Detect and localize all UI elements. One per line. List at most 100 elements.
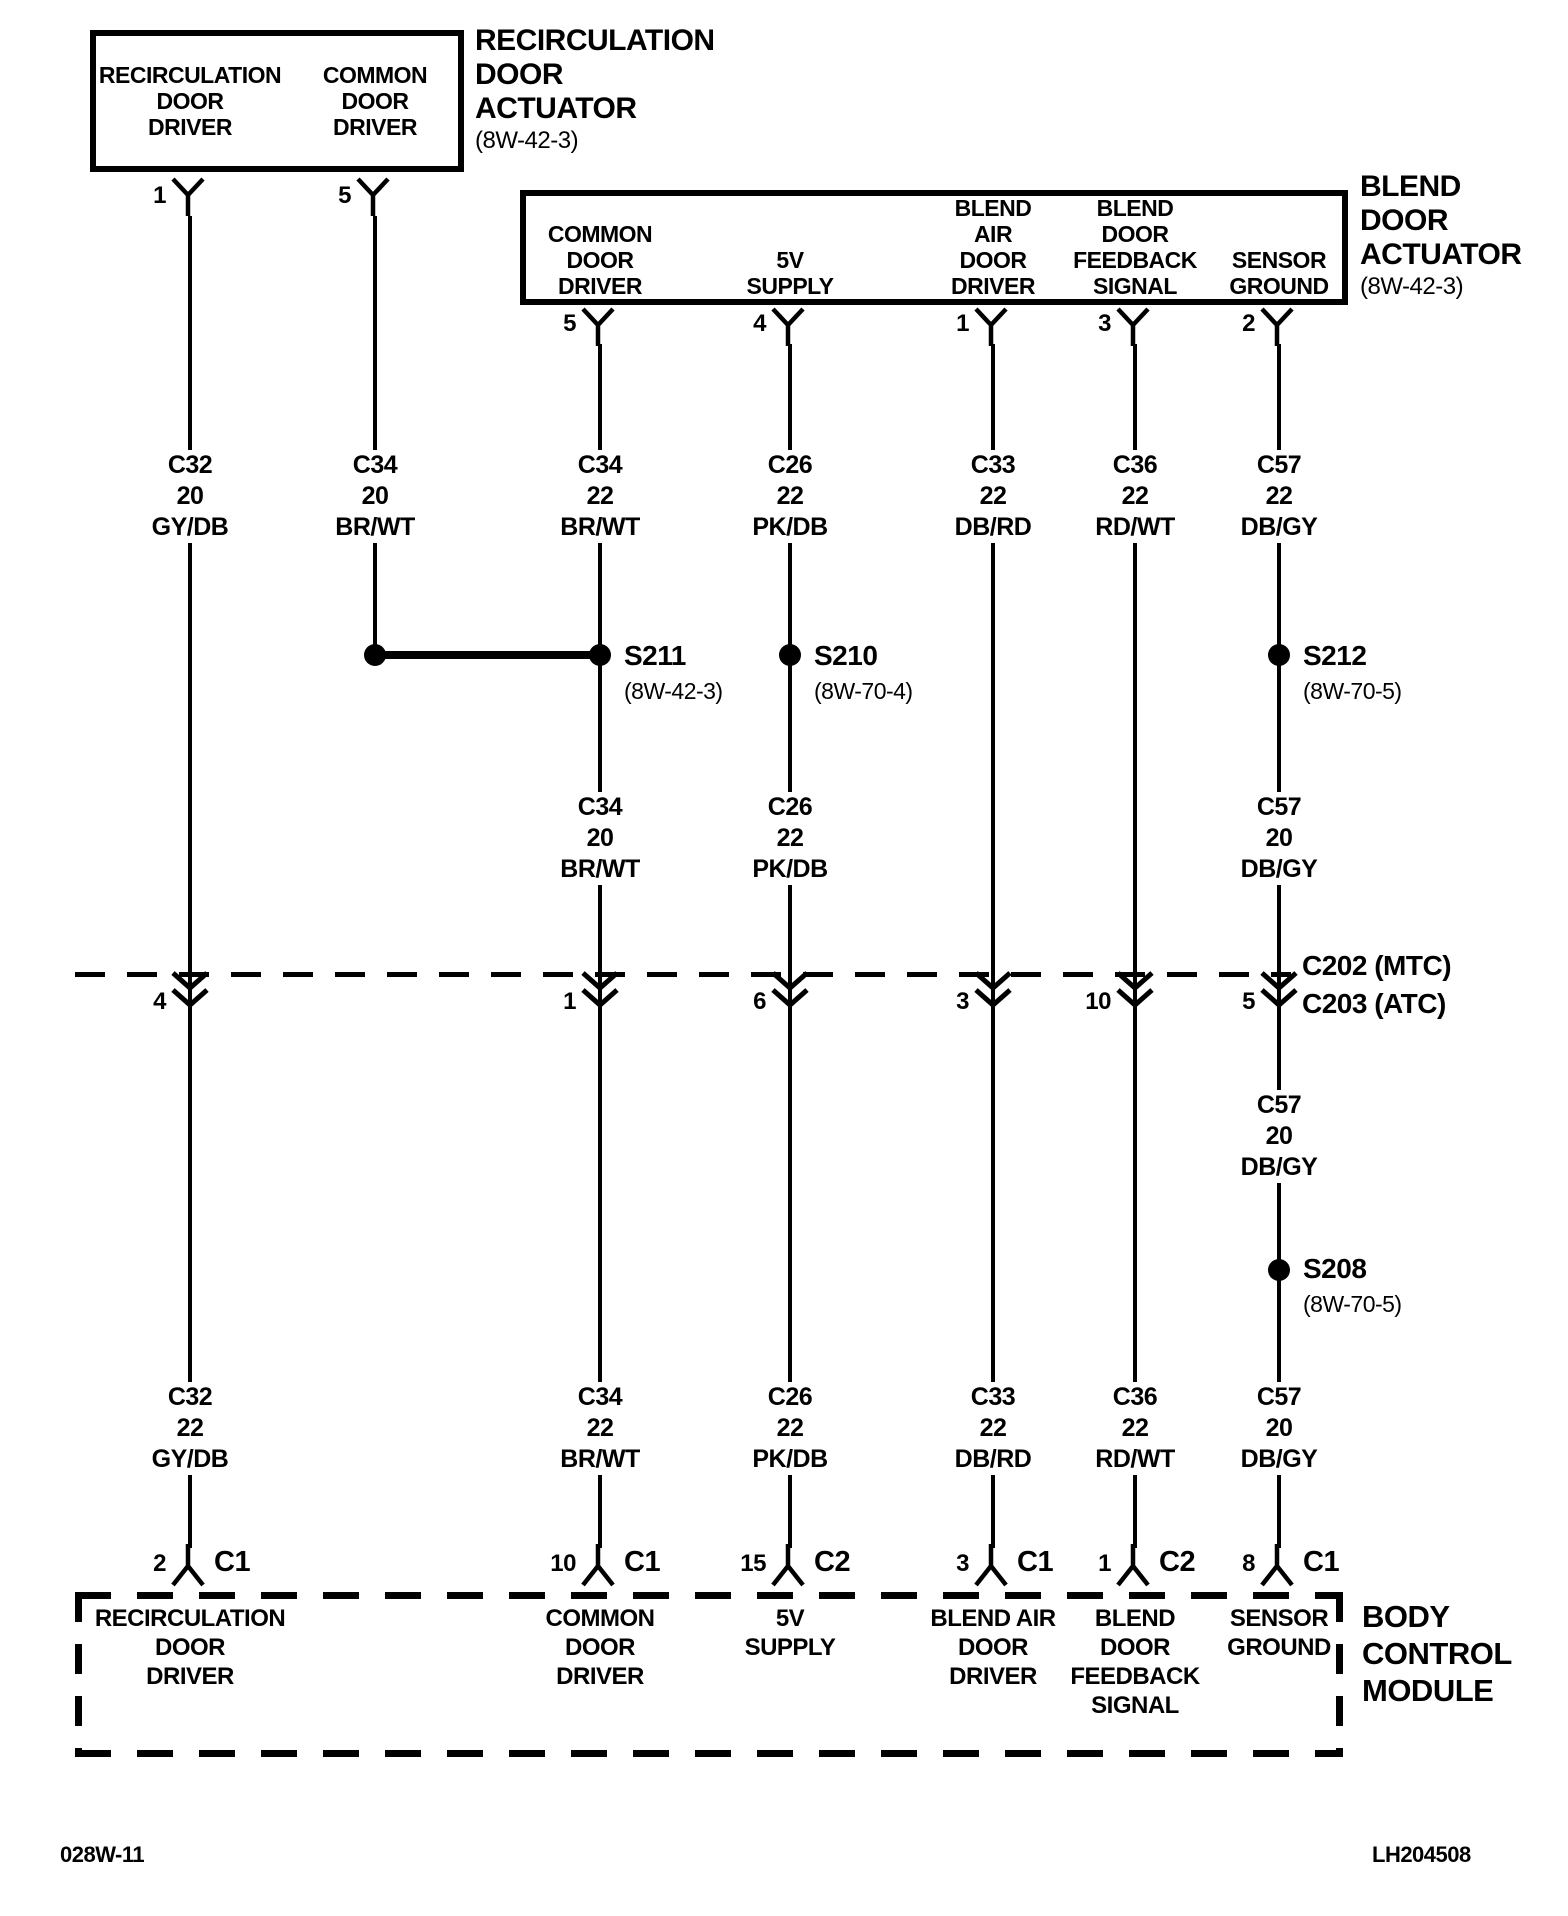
bcm-pin-1-number: 1: [1098, 1550, 1111, 1577]
bcm-pin-label-sensor-ground: SENSOR GROUND: [1227, 1605, 1331, 1661]
c202-pin-10: 10: [1085, 988, 1111, 1015]
splice-dot-s211-left: [364, 644, 386, 666]
blend-pin-label-sensor-ground: SENSOR GROUND: [1229, 247, 1329, 299]
wire-label-c57-lower: C57 20 DB/GY: [1230, 1090, 1328, 1183]
wire-label-c34-mid: C34 20 BR/WT: [550, 792, 650, 885]
bcm-conn-c2-feedback: C2: [1159, 1546, 1196, 1578]
inline-connector-icon: [1260, 971, 1298, 1009]
bcm-conn-c2-5v: C2: [814, 1546, 851, 1578]
wire-label-c33-top: C33 22 DB/RD: [944, 450, 1042, 543]
pin-terminal-icon: [771, 1544, 805, 1587]
bcm-conn-c1-blend-air: C1: [1017, 1546, 1054, 1578]
pin-terminal-icon: [1260, 307, 1294, 346]
wire-label-c34-left-top: C34 20 BR/WT: [325, 450, 425, 543]
bcm-pin-10-number: 10: [550, 1550, 576, 1577]
wire-label-c26-bottom: C26 22 PK/DB: [742, 1382, 838, 1475]
bcm-conn-c1-sensor-ground: C1: [1303, 1546, 1340, 1578]
footer-sheet-number: 028W-11: [60, 1842, 145, 1867]
blend-pin-label-blend-air-door-driver: BLEND AIR DOOR DRIVER: [951, 195, 1035, 299]
wire-label-c26-mid: C26 22 PK/DB: [742, 792, 838, 885]
blend-pin-1-number: 1: [956, 310, 969, 337]
recirc-pin-label-recirculation-door-driver: RECIRCULATION DOOR DRIVER: [98, 62, 282, 140]
splice-jumper-wire: [375, 651, 600, 659]
pin-terminal-icon: [1260, 1544, 1294, 1587]
bcm-conn-c1-recirc: C1: [214, 1546, 251, 1578]
blend-door-actuator-box: [520, 190, 1348, 305]
wire-label-c36-top: C36 22 RD/WT: [1085, 450, 1185, 543]
recirc-title-lines: RECIRCULATION DOOR ACTUATOR: [475, 24, 715, 125]
blend-pin-3-number: 3: [1098, 310, 1111, 337]
pin-terminal-icon: [771, 307, 805, 346]
wire-label-c32-top: C32 20 GY/DB: [141, 450, 239, 543]
splice-s210-ref: (8W-70-4): [814, 678, 913, 704]
inline-connector-icon: [171, 971, 209, 1009]
pin-terminal-icon: [1116, 1544, 1150, 1587]
c202-pin-1: 1: [563, 988, 576, 1015]
bcm-conn-c1-common: C1: [624, 1546, 661, 1578]
splice-dot-s208: [1268, 1259, 1290, 1281]
wire-label-c33-bottom: C33 22 DB/RD: [944, 1382, 1042, 1475]
splice-s212-ref: (8W-70-5): [1303, 678, 1402, 704]
bcm-pin-label-blend-door-feedback-signal: BLEND DOOR FEEDBACK SIGNAL: [1070, 1605, 1200, 1719]
bcm-pin-label-common-door-driver: COMMON DOOR DRIVER: [545, 1605, 655, 1690]
inline-connector-icon: [581, 971, 619, 1009]
blend-door-actuator-title: BLEND DOOR ACTUATOR (8W-42-3): [1360, 170, 1522, 302]
bcm-box-edge-right: [1336, 1592, 1343, 1757]
bcm-pin-8-number: 8: [1242, 1550, 1255, 1577]
splice-s208-name: S208: [1303, 1253, 1367, 1284]
splice-s212-name: S212: [1303, 640, 1367, 671]
bcm-pin-label-5v-supply: 5V SUPPLY: [744, 1605, 836, 1661]
wire-label-c57-mid: C57 20 DB/GY: [1230, 792, 1328, 885]
inline-connector-label-c202: C202 (MTC): [1302, 950, 1452, 981]
recirc-pin-5-number: 5: [338, 182, 351, 209]
c202-pin-4: 4: [153, 988, 166, 1015]
inline-connector-icon: [974, 971, 1012, 1009]
inline-connector-icon: [1116, 971, 1154, 1009]
bcm-pin-label-blend-air-door-driver: BLEND AIR DOOR DRIVER: [930, 1605, 1056, 1690]
splice-dot-s211: [589, 644, 611, 666]
pin-terminal-icon: [171, 177, 205, 216]
body-control-module-title: BODY CONTROL MODULE: [1362, 1599, 1512, 1708]
pin-terminal-icon: [974, 307, 1008, 346]
wire-label-c32-bottom: C32 22 GY/DB: [141, 1382, 239, 1475]
wire-sensor-ground: [1277, 344, 1281, 1548]
pin-terminal-icon: [171, 1544, 205, 1587]
splice-s211-ref: (8W-42-3): [624, 678, 723, 704]
pin-terminal-icon: [1116, 307, 1150, 346]
bcm-box-edge-left: [75, 1592, 82, 1757]
wire-common-door-driver: [598, 344, 602, 1548]
bcm-pin-2-number: 2: [153, 1550, 166, 1577]
inline-connector-label-c203: C203 (ATC): [1302, 988, 1446, 1019]
blend-title-lines: BLEND DOOR ACTUATOR: [1360, 170, 1522, 271]
inline-connector-icon: [771, 971, 809, 1009]
bcm-pin-label-recirculation-door-driver: RECIRCULATION DOOR DRIVER: [94, 1605, 286, 1690]
c202-pin-3: 3: [956, 988, 969, 1015]
blend-pin-5-number: 5: [563, 310, 576, 337]
recirculation-door-actuator-box: [90, 30, 464, 172]
bcm-pin-15-number: 15: [740, 1550, 766, 1577]
recirc-title-ref: (8W-42-3): [475, 127, 579, 154]
wire-blend-door-feedback-signal: [1133, 344, 1137, 1548]
blend-title-ref: (8W-42-3): [1360, 273, 1464, 300]
bcm-pin-3-number: 3: [956, 1550, 969, 1577]
inline-connector-dashed-line: [75, 972, 1291, 977]
splice-s210-name: S210: [814, 640, 878, 671]
recirc-pin-1-number: 1: [153, 182, 166, 209]
c202-pin-6: 6: [753, 988, 766, 1015]
pin-terminal-icon: [974, 1544, 1008, 1587]
splice-s211-name: S211: [624, 640, 686, 671]
recirculation-door-actuator-title: RECIRCULATION DOOR ACTUATOR (8W-42-3): [475, 24, 715, 156]
blend-pin-label-blend-door-feedback-signal: BLEND DOOR FEEDBACK SIGNAL: [1073, 195, 1197, 299]
blend-pin-label-common-door-driver: COMMON DOOR DRIVER: [547, 221, 653, 299]
wire-label-c26-top: C26 22 PK/DB: [742, 450, 838, 543]
blend-pin-label-5v-supply: 5V SUPPLY: [746, 247, 834, 299]
wire-5v-supply: [788, 344, 792, 1548]
pin-terminal-icon: [581, 307, 615, 346]
splice-dot-s210: [779, 644, 801, 666]
bcm-box-edge-bottom: [75, 1750, 1343, 1757]
wire-blend-air-door-driver: [991, 344, 995, 1548]
wire-label-c34-top: C34 22 BR/WT: [550, 450, 650, 543]
bcm-box-edge-top: [75, 1592, 1343, 1599]
wire-label-c36-bottom: C36 22 RD/WT: [1085, 1382, 1185, 1475]
